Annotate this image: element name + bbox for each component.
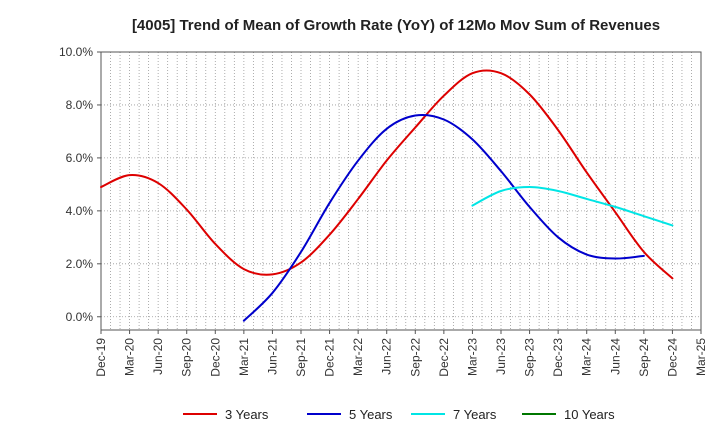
legend-label-10-years: 10 Years [564, 407, 615, 422]
x-tick-label: Mar-24 [580, 338, 594, 376]
x-tick-label: Sep-23 [523, 338, 537, 377]
y-tick-label: 2.0% [66, 257, 94, 271]
x-tick-label: Sep-22 [408, 338, 422, 377]
x-tick-label: Jun-22 [380, 338, 394, 375]
x-tick-label: Mar-21 [237, 338, 251, 376]
x-tick-label: Dec-22 [437, 338, 451, 377]
series-lines [100, 69, 674, 322]
tick-labels: 0.0% 2.0% 4.0% 6.0% 8.0% 10.0% Dec-19 Mar-20 Jun… [59, 45, 708, 377]
x-tick-label: Sep-20 [180, 338, 194, 377]
grid [100, 51, 702, 330]
series-line-7-years [471, 186, 674, 227]
x-tick-label: Mar-23 [465, 338, 479, 376]
y-tick-label: 0.0% [66, 310, 94, 324]
plot-frame [100, 51, 702, 331]
legend: 3 Years 5 Years 7 Years 10 Years [183, 407, 615, 422]
legend-label-3-years: 3 Years [225, 407, 269, 422]
legend-label-7-years: 7 Years [453, 407, 497, 422]
y-tick-label: 8.0% [66, 98, 94, 112]
x-tick-label: Jun-24 [608, 338, 622, 375]
chart-title: [4005] Trend of Mean of Growth Rate (YoY… [132, 17, 660, 34]
x-tick-label: Jun-21 [265, 338, 279, 375]
x-tick-label: Sep-21 [294, 338, 308, 377]
series-line-3-years [100, 69, 674, 280]
legend-label-5-years: 5 Years [349, 407, 393, 422]
x-tick-label: Dec-20 [208, 338, 222, 377]
plot-background [101, 52, 701, 330]
x-tick-label: Mar-20 [123, 338, 137, 376]
x-tick-label: Sep-24 [637, 338, 651, 377]
legend-item-5-years: 5 Years [307, 407, 393, 422]
axes [97, 51, 702, 334]
legend-item-10-years: 10 Years [522, 407, 615, 422]
y-tick-label: 6.0% [66, 151, 94, 165]
y-tick-label: 10.0% [59, 45, 93, 59]
series-line-5-years [242, 113, 645, 322]
x-tick-label: Jun-23 [494, 338, 508, 375]
y-tick-label: 4.0% [66, 204, 94, 218]
x-tick-label: Jun-20 [151, 338, 165, 375]
x-tick-label: Dec-21 [323, 338, 337, 377]
x-tick-label: Dec-19 [94, 338, 108, 377]
x-tick-label: Mar-25 [694, 338, 708, 376]
x-tick-label: Dec-23 [551, 338, 565, 377]
legend-item-3-years: 3 Years [183, 407, 269, 422]
x-tick-label: Mar-22 [351, 338, 365, 376]
x-tick-label: Dec-24 [665, 338, 679, 377]
legend-item-7-years: 7 Years [411, 407, 497, 422]
